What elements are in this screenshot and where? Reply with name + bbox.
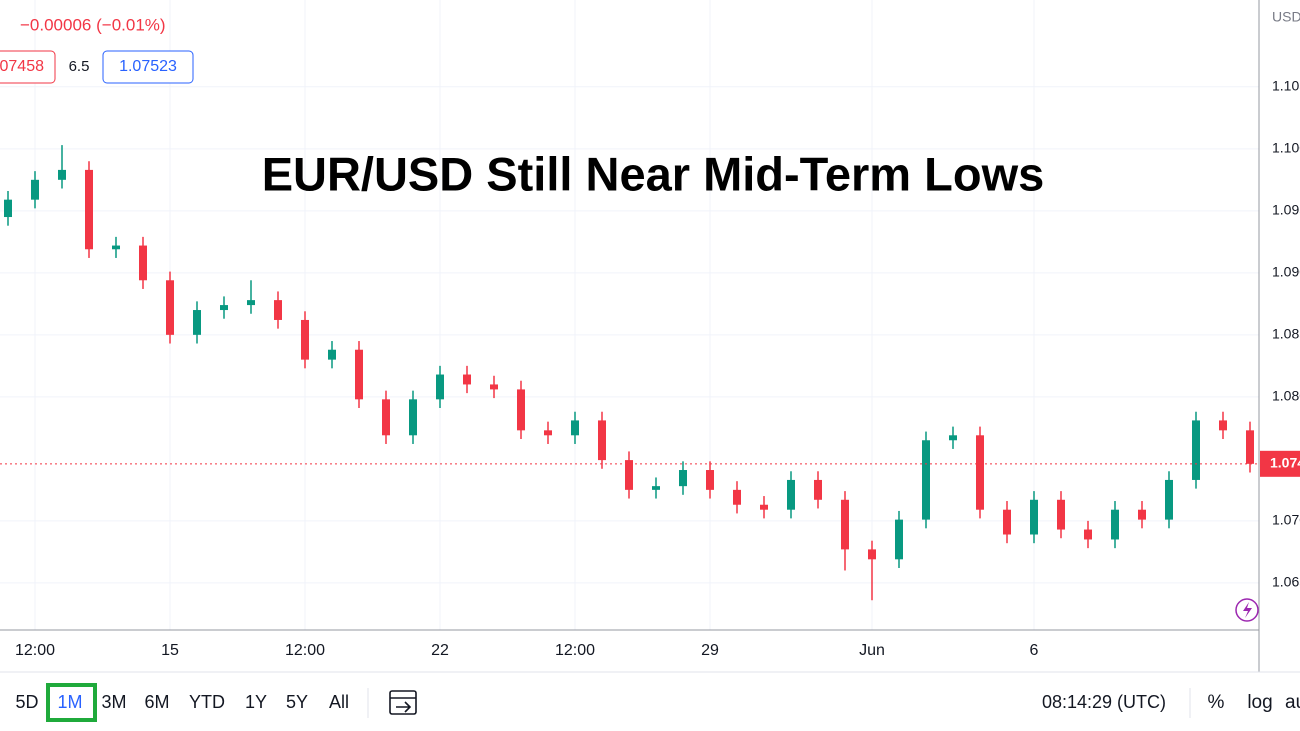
x-tick-label: 6 (1030, 642, 1039, 659)
candle-body (544, 430, 552, 436)
range-button[interactable]: All (329, 692, 349, 712)
selected-range-box (46, 683, 97, 722)
x-tick-label: 29 (701, 642, 719, 659)
candle-body (976, 435, 984, 510)
ask-price[interactable]: 1.07523 (119, 58, 177, 75)
y-tick-label: 1.08000 (1272, 388, 1300, 404)
calendar-icon[interactable] (389, 690, 417, 715)
candle-body (760, 504, 768, 510)
candle-body (922, 440, 930, 520)
candle-body (274, 300, 282, 320)
log-toggle[interactable]: log (1247, 692, 1272, 713)
x-tick-label: 22 (431, 642, 449, 659)
currency-label: USD (1272, 9, 1300, 25)
calendar-arrow (396, 701, 412, 713)
x-tick-label: 12:00 (555, 642, 595, 659)
candle-body (706, 470, 714, 490)
x-tick-label: 12:00 (285, 642, 325, 659)
candle-body (787, 479, 795, 510)
candle-body (166, 280, 174, 335)
range-button[interactable]: 5Y (286, 692, 308, 712)
candle-body (1165, 479, 1173, 520)
candle-body (679, 470, 687, 487)
candle-body (895, 519, 903, 560)
y-tick-label: 1.07000 (1272, 512, 1300, 528)
bid-box[interactable] (0, 50, 56, 84)
candle-body (1219, 420, 1227, 431)
candle-body (463, 374, 471, 385)
candle-body (355, 349, 363, 400)
candle-body (31, 179, 39, 200)
candle-body (517, 389, 525, 431)
candle-body (382, 399, 390, 436)
clock[interactable]: 08:14:29 (UTC) (1042, 692, 1166, 712)
candle-body (1084, 529, 1092, 540)
chart-title: EUR/USD Still Near Mid-Term Lows (262, 147, 1045, 200)
candle-body (4, 199, 12, 218)
y-tick-label: 1.08500 (1272, 326, 1300, 342)
candle-body (112, 245, 120, 250)
last-price-box (1260, 450, 1300, 477)
spread: 6.5 (69, 58, 90, 75)
range-button[interactable]: 5D (15, 692, 38, 712)
candle-body (814, 479, 822, 500)
y-tick-label: 1.09000 (1272, 264, 1300, 280)
x-tick-label: 15 (161, 642, 179, 659)
candle-body (301, 319, 309, 360)
candle-body (58, 169, 66, 180)
x-tick-label: 12:00 (15, 642, 55, 659)
price-change: −0.00006 (−0.01%) (20, 15, 166, 34)
candle-body (1003, 509, 1011, 535)
candle-body (139, 245, 147, 281)
auto-toggle[interactable]: auto (1285, 692, 1300, 713)
range-button[interactable]: YTD (189, 692, 225, 712)
candle-body (1111, 509, 1119, 540)
candle-body (1246, 430, 1254, 464)
candle-body (868, 549, 876, 560)
candle-body (1192, 420, 1200, 480)
ask-box[interactable] (102, 50, 194, 84)
candle-body (1138, 509, 1146, 520)
bid-price[interactable]: 1.07458 (0, 58, 44, 75)
candle-body (571, 420, 579, 436)
alert-bolt (1243, 602, 1252, 618)
candle-body (841, 499, 849, 550)
calendar-body (389, 690, 417, 715)
candle-body (598, 420, 606, 461)
candle-body (436, 374, 444, 400)
range-button[interactable]: 1Y (245, 692, 267, 712)
candle-body (85, 169, 93, 250)
y-tick-label: 1.10000 (1272, 140, 1300, 156)
candle-body (328, 349, 336, 360)
x-tick-label: Jun (859, 642, 885, 659)
y-tick-label: 1.10500 (1272, 78, 1300, 94)
range-button[interactable]: 3M (101, 692, 126, 712)
y-tick-label: 1.06500 (1272, 574, 1300, 590)
range-button-selected[interactable]: 1M (57, 692, 82, 712)
y-tick-label: 1.09500 (1272, 202, 1300, 218)
range-button[interactable]: 6M (144, 692, 169, 712)
candle-body (409, 399, 417, 436)
candle-body (1030, 499, 1038, 535)
last-price-label: 1.07458 (1270, 455, 1300, 471)
candle-body (733, 489, 741, 505)
candle-body (1057, 499, 1065, 530)
candle-body (949, 435, 957, 441)
candle-body (625, 460, 633, 490)
candle-body (220, 305, 228, 311)
candle-body (652, 486, 660, 490)
candle-body (193, 310, 201, 335)
candle-body (490, 384, 498, 390)
candle-body (247, 300, 255, 306)
percent-toggle[interactable]: % (1208, 692, 1225, 713)
